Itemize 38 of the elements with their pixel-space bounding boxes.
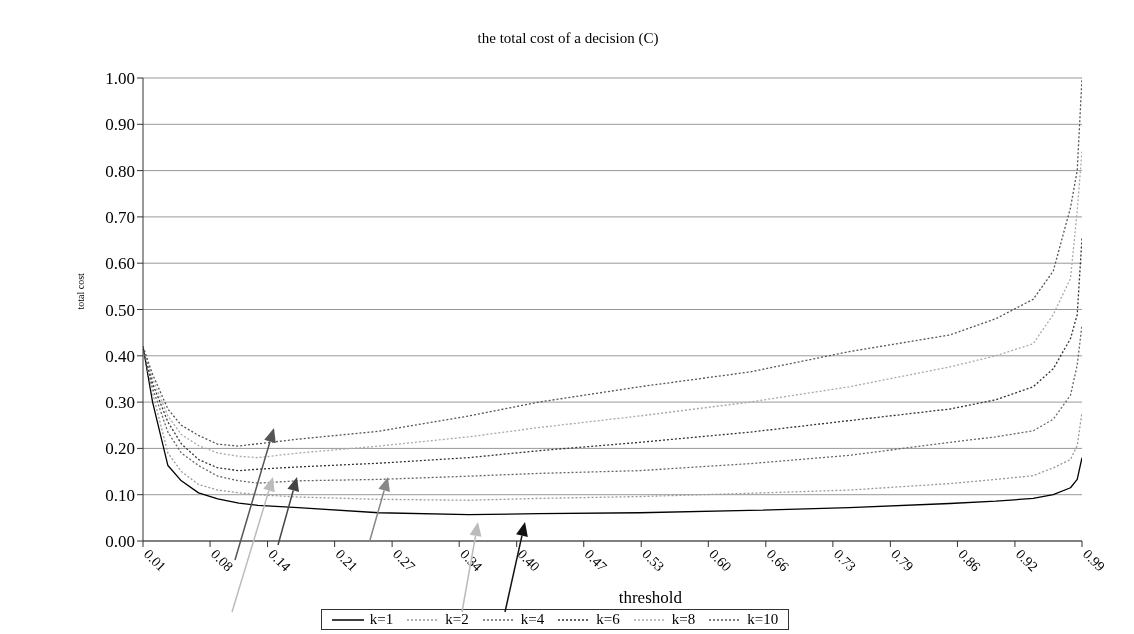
y-tick-label: 0.30 xyxy=(105,393,135,413)
legend-label: k=4 xyxy=(520,611,545,628)
x-tick-label: 0.99 xyxy=(1079,546,1108,575)
x-tick-label: 0.86 xyxy=(955,546,984,575)
legend-label: k=2 xyxy=(445,611,469,628)
y-tick-label: 0.40 xyxy=(105,346,135,366)
y-tick-label: 0.50 xyxy=(105,300,135,320)
line-series xyxy=(143,150,1082,459)
y-tick-label: 1.00 xyxy=(105,69,135,89)
x-tick-label: 0.40 xyxy=(514,546,543,575)
x-tick-label: 0.53 xyxy=(639,546,668,575)
x-tick-label: 0.60 xyxy=(706,546,735,575)
y-tick-label: 0.00 xyxy=(105,532,135,552)
x-tick-label: 0.79 xyxy=(888,546,917,575)
x-tick-label: 0.21 xyxy=(332,546,361,575)
y-tick-label: 0.90 xyxy=(105,115,135,135)
line-series xyxy=(143,78,1082,447)
legend-label: k=8 xyxy=(671,611,696,628)
x-tick-label: 0.73 xyxy=(830,546,859,575)
y-tick-label: 0.80 xyxy=(105,161,135,181)
x-tick-label: 0.01 xyxy=(140,546,169,575)
legend-label: k=10 xyxy=(747,611,779,628)
y-tick-label: 0.70 xyxy=(105,207,135,227)
x-axis-title: threshold xyxy=(618,588,683,607)
x-tick-label: 0.08 xyxy=(207,546,236,575)
y-axis-title: total cost xyxy=(74,272,86,310)
x-tick-label: 0.47 xyxy=(581,546,610,575)
y-tick-label: 0.10 xyxy=(105,485,135,505)
legend-label: k=6 xyxy=(596,611,620,628)
x-tick-label: 0.66 xyxy=(763,546,792,575)
y-tick-label: 0.60 xyxy=(105,254,135,274)
legend-label: k=1 xyxy=(369,611,394,628)
y-tick-label: 0.20 xyxy=(105,439,135,459)
x-tick-label: 0.27 xyxy=(390,546,418,575)
chart-title: the total cost of a decision (C) xyxy=(476,30,660,47)
x-tick-label: 0.34 xyxy=(457,546,485,575)
x-tick-label: 0.92 xyxy=(1012,546,1041,575)
x-tick-label: 0.14 xyxy=(265,546,294,575)
